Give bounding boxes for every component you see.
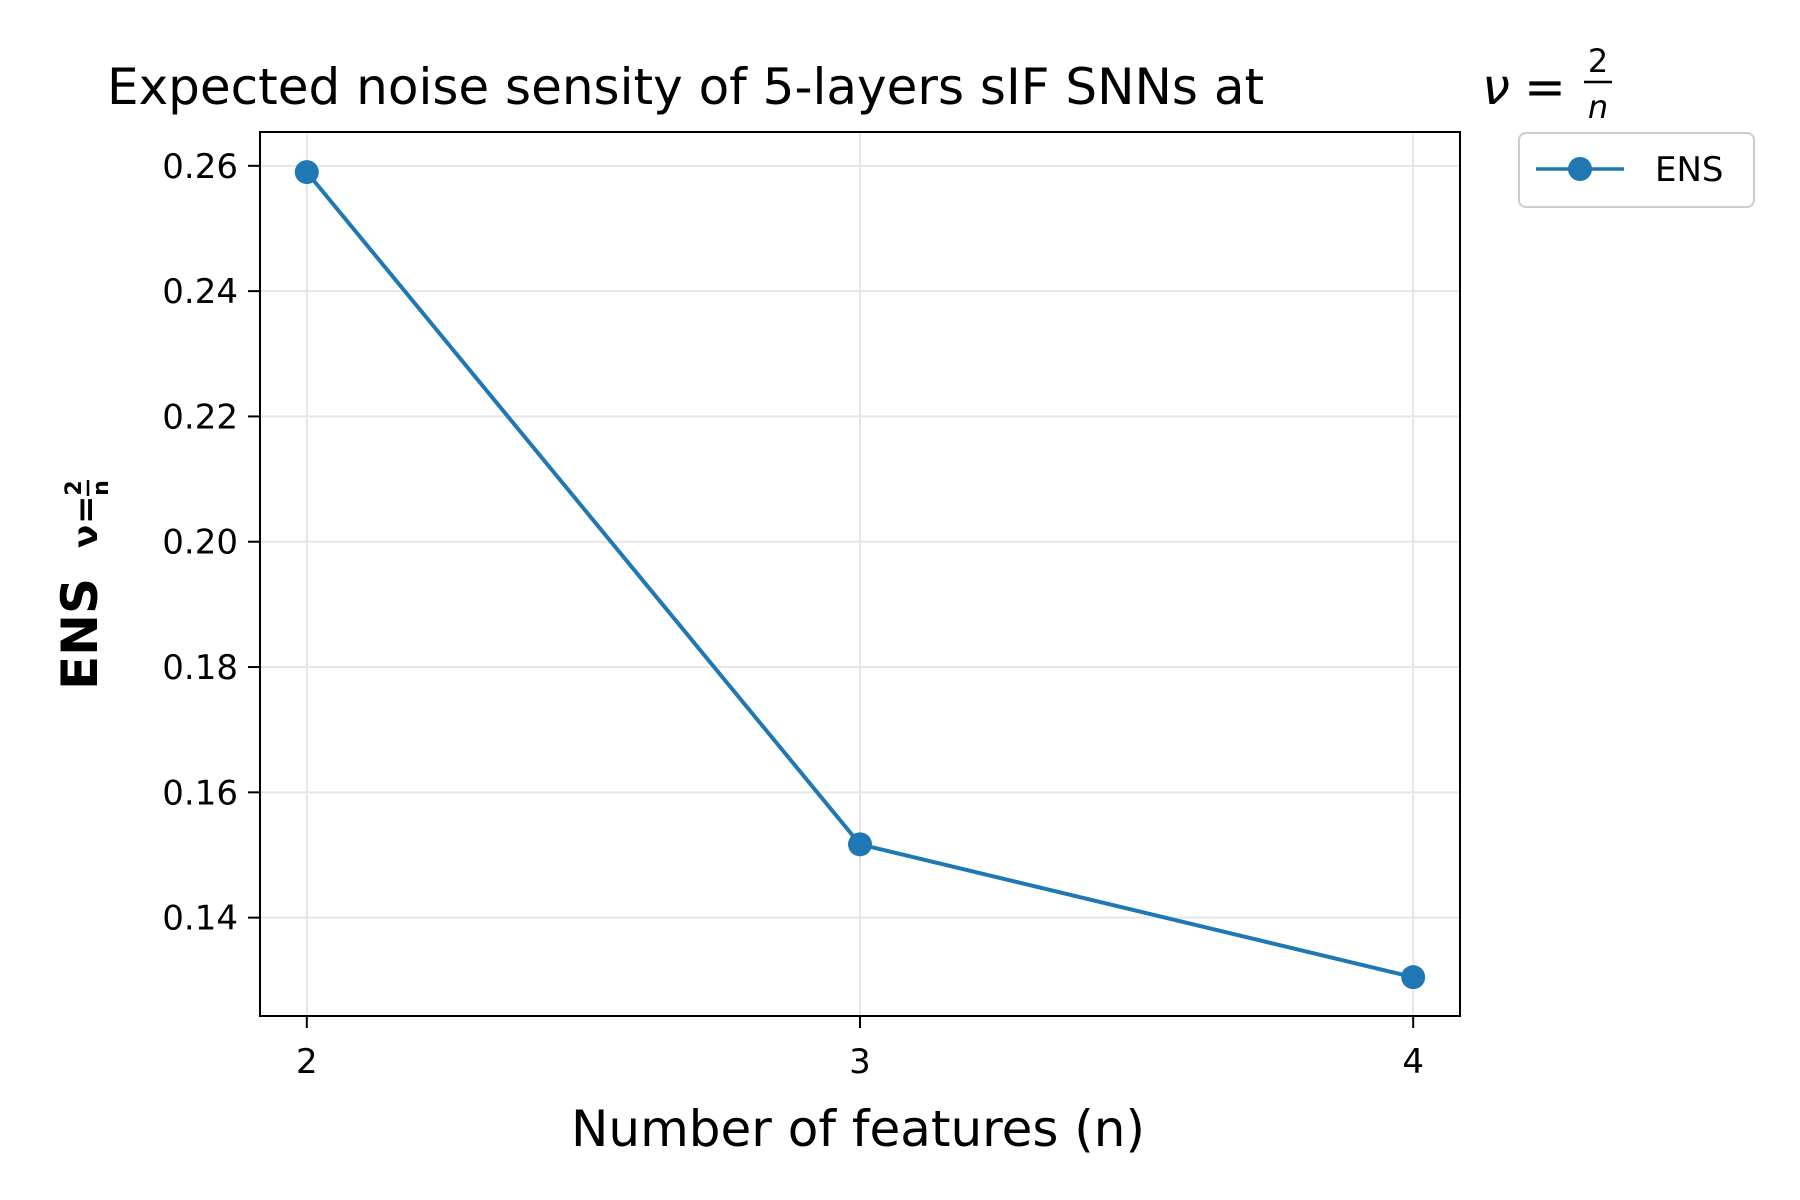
x-tick-label: 2 — [296, 1042, 318, 1082]
x-axis-ticks: 2 3 4 — [296, 1016, 1424, 1082]
chart-title: Expected noise sensity of 5-layers sIF S… — [107, 42, 1612, 126]
y-axis-label-main: ENS — [51, 578, 109, 690]
y-axis-label-sub-var: ν — [66, 525, 106, 548]
legend-marker-swatch — [1568, 157, 1592, 181]
data-point-n3 — [848, 832, 872, 857]
y-tick-label: 0.14 — [162, 899, 238, 939]
y-axis-label: ENS ν = 2 n — [51, 480, 114, 690]
legend-label-ens: ENS — [1655, 150, 1724, 190]
chart-title-equals: = — [1524, 58, 1566, 116]
y-tick-label: 0.16 — [162, 773, 238, 813]
grid-lines — [260, 132, 1460, 1016]
legend: ENS — [1518, 132, 1755, 208]
legend-box — [1518, 132, 1755, 208]
x-tick-label: 4 — [1402, 1042, 1424, 1082]
data-point-n2 — [294, 160, 319, 185]
chart-title-frac-num: 2 — [1588, 42, 1608, 80]
chart-title-text: Expected noise sensity of 5-layers sIF S… — [107, 58, 1264, 116]
y-axis-ticks: 0.14 0.16 0.18 0.20 0.22 0.24 0.26 — [162, 147, 260, 939]
y-tick-label: 0.20 — [162, 523, 238, 563]
data-point-n4 — [1401, 965, 1426, 990]
y-axis-label-sub-den: n — [89, 480, 114, 496]
y-tick-label: 0.26 — [162, 147, 238, 187]
chart-title-frac-den: n — [1588, 88, 1608, 126]
y-axis-label-sub-eq: = — [66, 496, 106, 525]
chart-title-nu: ν — [1482, 58, 1510, 116]
series-layer — [294, 160, 1426, 990]
y-axis-label-sub-num: 2 — [62, 480, 87, 495]
x-tick-label: 3 — [849, 1042, 871, 1082]
y-tick-label: 0.24 — [162, 272, 238, 312]
x-axis-label: Number of features (n) — [571, 1100, 1145, 1158]
y-tick-label: 0.18 — [162, 648, 238, 688]
y-tick-label: 0.22 — [162, 397, 238, 437]
